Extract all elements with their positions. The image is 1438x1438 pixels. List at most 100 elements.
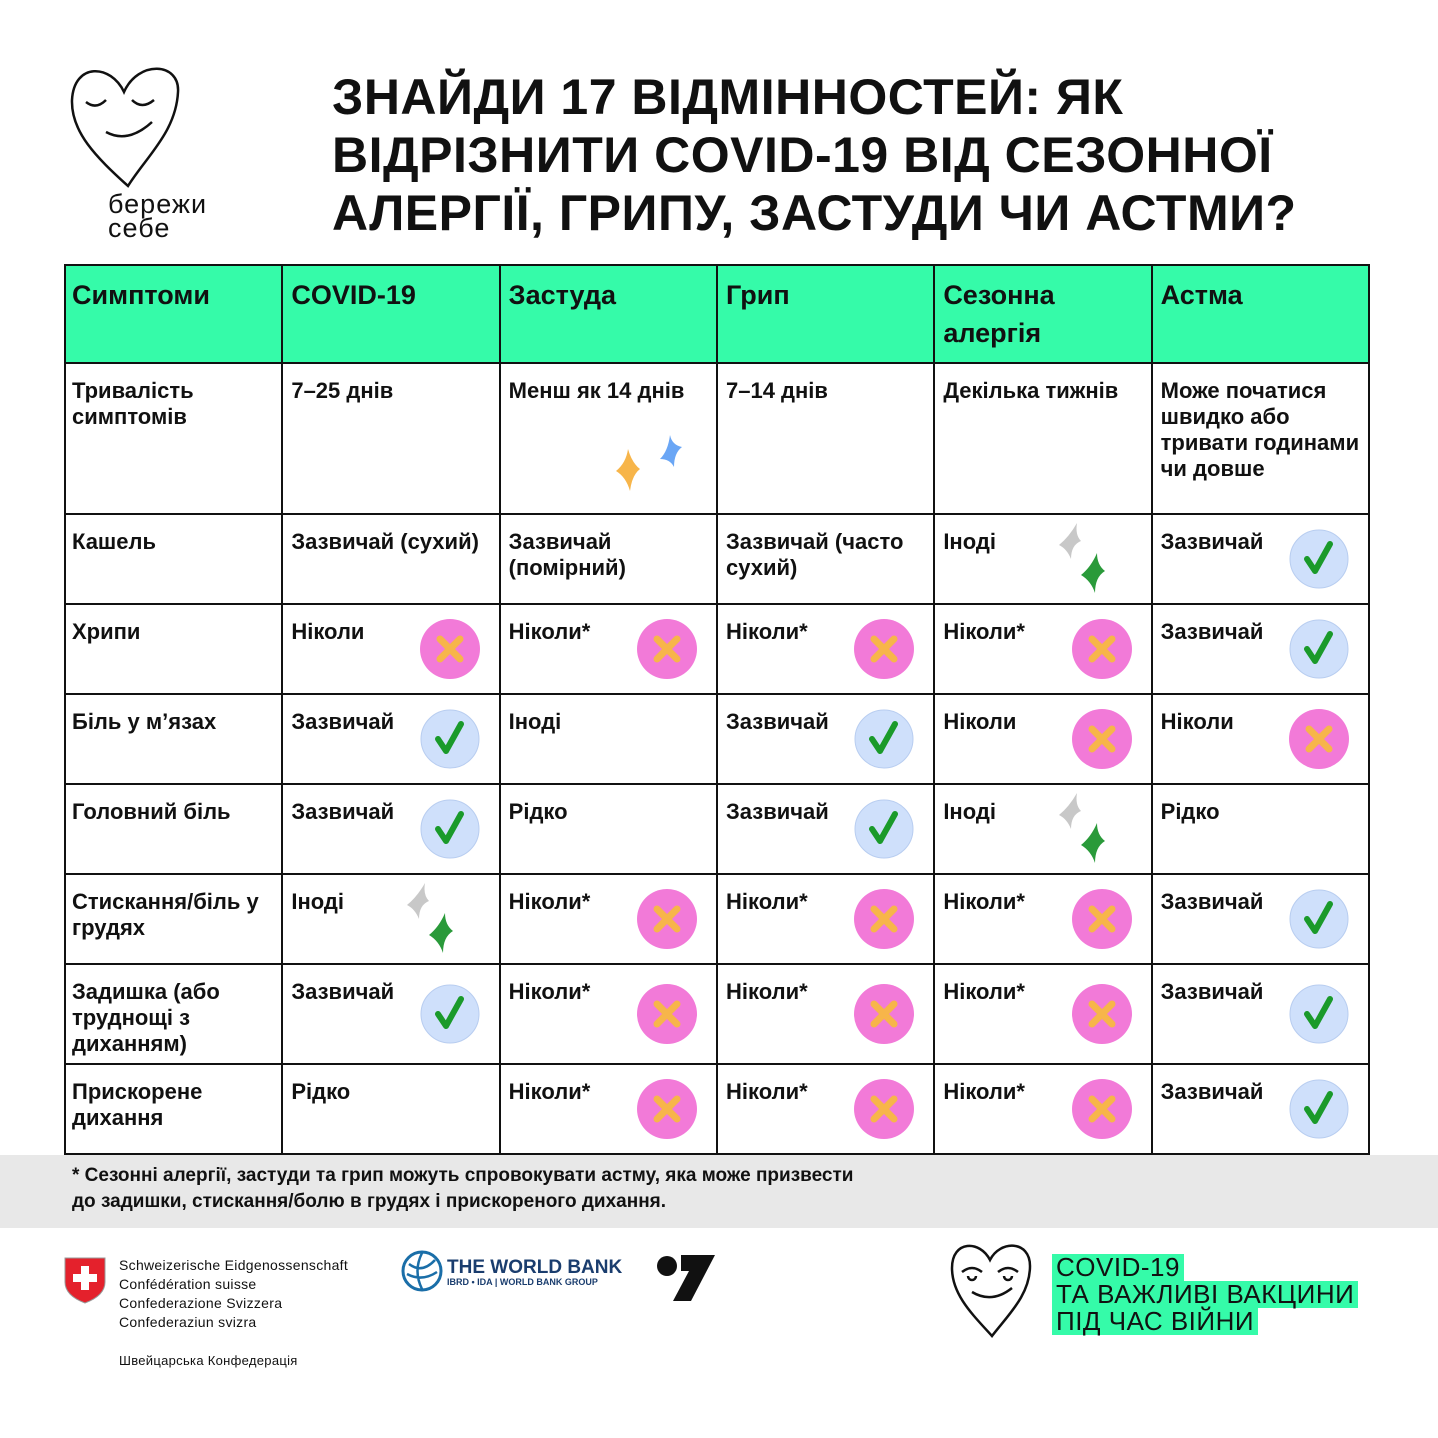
footnote: * Сезонні алергії, застуди та грип можут…: [72, 1163, 853, 1215]
cell: Ніколи*: [498, 963, 718, 1065]
footnote-line-text: до задишки, стискання/болю в грудях і пр…: [72, 1191, 667, 1212]
cell: Рідко: [1150, 783, 1371, 875]
campaign-line: ПІД ЧАС ВІЙНИ: [1052, 1308, 1358, 1335]
header-row: Симптоми COVID-19 Застуда Грип Сезонна алерг…: [63, 264, 1371, 364]
swiss-caption: Швейцарська Конфедерація: [119, 1353, 298, 1368]
cross-icon: [854, 889, 915, 949]
cell: Зазвичай: [1150, 603, 1371, 695]
cell-text: Ніколи: [943, 709, 1017, 734]
footnote-line: * Сезонні алергії, застуди та грип можут…: [72, 1163, 853, 1189]
check-icon: [854, 709, 914, 769]
cell: Ніколи*: [715, 603, 936, 695]
check-icon: [1289, 529, 1349, 589]
cell-text: Зазвичай (сухий): [291, 529, 479, 554]
check-icon: [1289, 889, 1349, 949]
comparison-table: Симптоми COVID-19 Застуда Грип Сезонна алерг…: [63, 264, 1371, 1155]
swiss-line-text: Schweizerische Eidgenossenschaft: [119, 1257, 349, 1273]
cell: Ніколи*: [498, 873, 718, 965]
symptom-cell: Кашель: [63, 513, 284, 605]
campaign-line: COVID-19: [1052, 1254, 1358, 1281]
campaign-line-text: ТА ВАЖЛИВІ ВАКЦИНИ: [1052, 1281, 1359, 1308]
cross-icon: [1071, 889, 1132, 949]
cross-icon: [419, 619, 480, 679]
cell-text: Біль у м’язах: [72, 709, 217, 734]
cell: Може початися швидко або тривати годинам…: [1150, 362, 1371, 515]
table-row: Головний біль Зазвичай Рідко Зазвичай Іноді Р…: [63, 783, 1371, 875]
cell-text: Зазвичай: [1160, 619, 1264, 644]
footnote-line: до задишки, стискання/болю в грудях і пр…: [72, 1189, 853, 1215]
swiss-line: Confederazione Svizzera: [119, 1294, 348, 1313]
cell: Ніколи*: [933, 873, 1153, 965]
check-icon: [420, 984, 480, 1044]
check-icon: [420, 799, 480, 859]
cell: Менш як 14 днів: [498, 362, 718, 515]
cell-text: 7–14 днів: [725, 378, 828, 403]
swiss-line-text: Confédération suisse: [119, 1276, 257, 1292]
cell: Зазвичай: [715, 783, 936, 875]
logo-line-text: себе: [108, 213, 171, 243]
cell-text: Іноді: [943, 529, 996, 554]
cell-text: Ніколи: [1160, 709, 1234, 734]
cell: Зазвичай (помірний): [498, 513, 718, 605]
swiss-line-text: Confederaziun svizra: [119, 1314, 257, 1330]
header-cell: Застуда: [498, 264, 718, 364]
cell-text: Ніколи*: [725, 1079, 808, 1104]
cell-text: Рідко: [291, 1079, 351, 1104]
swiss-line: Confédération suisse: [119, 1275, 348, 1294]
cell: Рідко: [498, 783, 718, 875]
cross-icon: [636, 984, 697, 1044]
world-bank-globe: [401, 1250, 443, 1292]
cell: Зазвичай: [1150, 963, 1371, 1065]
cell: Рідко: [281, 1063, 501, 1155]
cell: Зазвичай: [281, 963, 501, 1065]
logo-line: себе: [108, 213, 207, 243]
cell-text: Хрипи: [72, 619, 141, 644]
campaign-line-text: ПІД ЧАС ВІЙНИ: [1052, 1308, 1259, 1335]
symptom-cell: Тривалість симптомів: [63, 362, 284, 515]
cross-icon: [1071, 1079, 1132, 1139]
logo-text: бережи себе: [108, 189, 208, 243]
symptom-cell: Головний біль: [63, 783, 284, 875]
swiss-text: Schweizerische Eidgenossenschaft Confédér…: [119, 1256, 348, 1332]
cell: Ніколи*: [933, 1063, 1153, 1155]
header-cell: Грип: [715, 264, 936, 364]
cell: Ніколи: [933, 693, 1153, 785]
cell: Ніколи: [1150, 693, 1371, 785]
swiss-line: Confederaziun svizra: [119, 1313, 348, 1332]
cell-text: Ніколи*: [943, 619, 1025, 644]
cell: Ніколи*: [715, 873, 936, 965]
cell-text: Ніколи*: [508, 979, 591, 1004]
cell-text: Ніколи*: [508, 889, 591, 914]
cell: Іноді: [281, 873, 501, 965]
symptom-cell: Хрипи: [63, 603, 284, 695]
cell-text: Зазвичай: [291, 709, 395, 734]
header-cell: Астма: [1150, 264, 1371, 364]
sparkGreen-icon: [406, 883, 453, 953]
cell-text: Зазвичай: [1160, 1079, 1264, 1104]
cross-icon: [636, 619, 697, 679]
cell-text: Ніколи*: [508, 619, 591, 644]
cell-text: Зазвичай: [725, 799, 829, 824]
cell: Зазвичай: [281, 693, 501, 785]
cross-icon: [1289, 709, 1349, 769]
world-bank-subtitle: IBRD • IDA | WORLD BANK GROUP: [447, 1277, 598, 1287]
symptom-cell: Прискорене дихання: [63, 1063, 284, 1155]
cell-text: Може початися швидко або тривати годинам…: [1160, 378, 1360, 481]
title-line: АЛЕРГІЇ, ГРИПУ, ЗАСТУДИ ЧИ АСТМИ?: [332, 184, 1297, 242]
cross-icon: [636, 1079, 697, 1139]
sparkWarm-icon: [615, 435, 682, 491]
cell-text: Ніколи*: [943, 979, 1025, 1004]
cell-text: Зазвичай: [1160, 889, 1264, 914]
check-icon: [1289, 984, 1349, 1044]
logo-line-text: бережи: [108, 189, 208, 219]
cell-text: Зазвичай: [1160, 529, 1264, 554]
cell: Ніколи*: [498, 603, 718, 695]
footnote-band: [0, 1155, 1438, 1228]
cell: 7–25 днів: [281, 362, 501, 515]
header-cell: Симптоми: [63, 264, 284, 364]
title-line-text: ЗНАЙДИ 17 ВІДМІННОСТЕЙ: ЯК: [332, 69, 1124, 125]
header-cell: Сезонна алергія: [933, 264, 1153, 364]
title-line: ЗНАЙДИ 17 ВІДМІННОСТЕЙ: ЯК: [332, 68, 1297, 126]
cell: Іноді: [933, 783, 1153, 875]
